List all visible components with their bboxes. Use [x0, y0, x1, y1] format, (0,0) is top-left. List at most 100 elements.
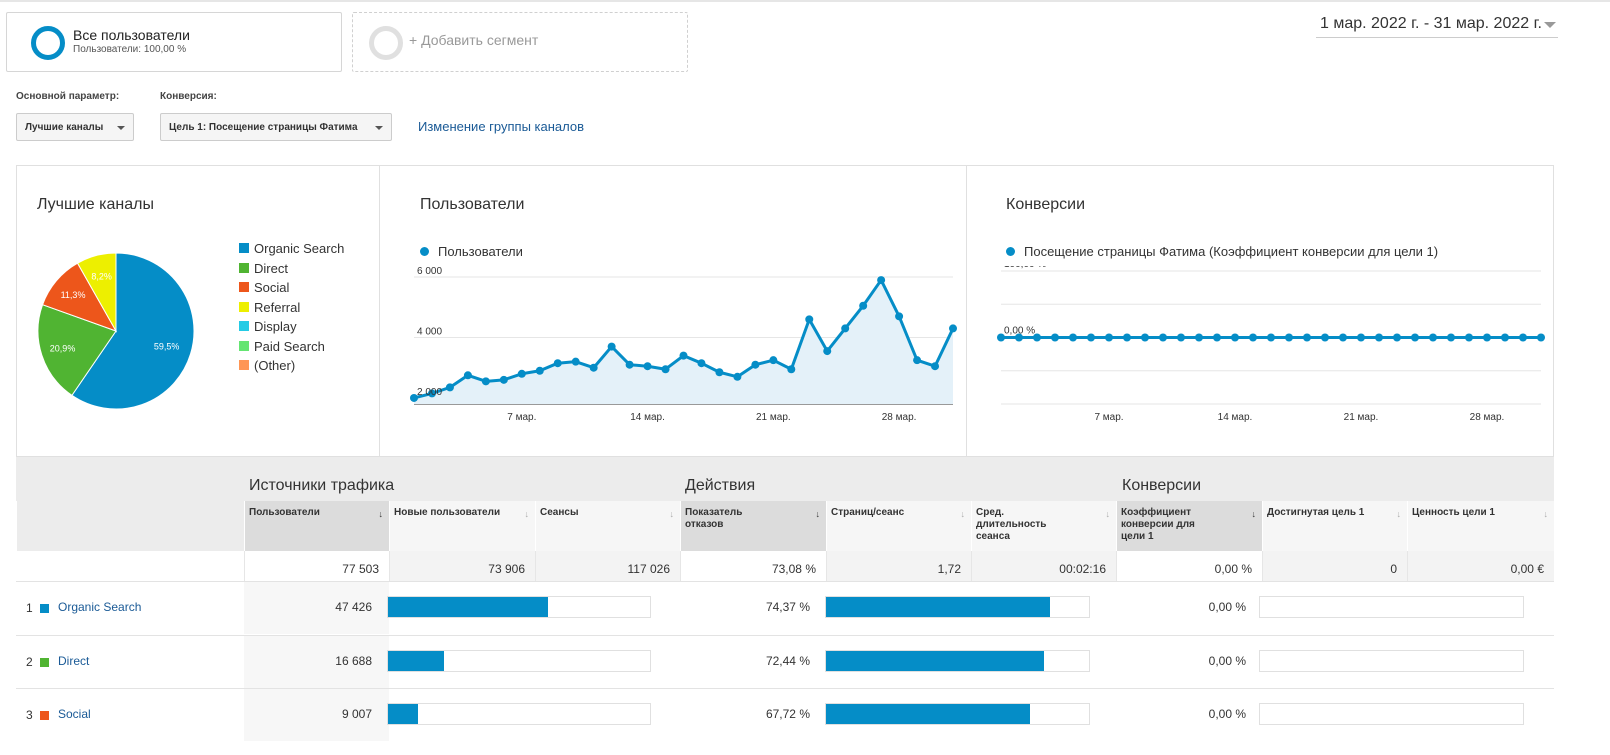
- data-point: [1447, 333, 1455, 342]
- total-bounce-rate: 73,08 %: [680, 551, 826, 581]
- add-segment-ring-icon: [369, 26, 403, 60]
- data-point: [1285, 333, 1293, 342]
- total-users: 77 503: [244, 551, 389, 581]
- legend-label: Direct: [254, 260, 288, 276]
- col-pages-per-session[interactable]: Страниц/сеанс ↓: [826, 501, 971, 551]
- pie-slice: [37, 304, 117, 397]
- data-point: [697, 359, 706, 368]
- data-point: [1015, 333, 1023, 342]
- chevron-down-icon: [117, 126, 125, 130]
- legend-label: Paid Search: [254, 338, 325, 354]
- col-users[interactable]: Пользователи ↓: [244, 501, 389, 551]
- bounce-share-bar: [825, 596, 1090, 618]
- col-goal1-value[interactable]: Ценность цели 1 ↓: [1407, 501, 1554, 551]
- x-tick-label: 21 мар.: [1344, 412, 1379, 423]
- col-new-users[interactable]: Новые пользователи ↓: [389, 501, 535, 551]
- segment-subtitle: Пользователи: 100,00 %: [73, 44, 187, 55]
- series-dot-icon: [420, 247, 429, 256]
- col-users-label: Пользователи: [249, 507, 320, 518]
- conversion-share-bar: [1259, 703, 1524, 725]
- conversion-select[interactable]: Цель 1: Посещение страницы Фатима: [160, 113, 392, 141]
- sort-icon: ↓: [1543, 509, 1549, 519]
- cell-shade: [1116, 635, 1262, 688]
- sort-icon: ↓: [815, 509, 821, 519]
- col-goal1-conversion-rate[interactable]: Коэффициент конверсии для цели 1 ↓: [1116, 501, 1262, 551]
- col-bounce-rate[interactable]: Показатель отказов ↓: [680, 501, 826, 551]
- date-range-picker[interactable]: 1 мар. 2022 г. - 31 мар. 2022 г.: [1316, 8, 1558, 38]
- date-range-text: 1 мар. 2022 г. - 31 мар. 2022 г.: [1320, 15, 1542, 32]
- legend-swatch: [239, 282, 249, 292]
- conversion-share-bar: [1259, 596, 1524, 618]
- conversions-chart-title: Конверсии: [1006, 196, 1086, 213]
- y-tick-label: 6 000: [417, 266, 442, 277]
- channel-link[interactable]: Social: [58, 707, 91, 721]
- segment-all-users[interactable]: Все пользователи Пользователи: 100,00 %: [6, 12, 342, 72]
- data-point: [931, 362, 940, 371]
- x-tick-label: 28 мар.: [1470, 412, 1505, 423]
- data-point: [410, 393, 418, 402]
- table-row[interactable]: 3 Social 9 007 67,72 % 0,00 %: [16, 688, 1554, 741]
- col-avg-session-duration[interactable]: Сред. длительность сеанса ↓: [971, 501, 1116, 551]
- col-avg-session-duration-label: Сред. длительность сеанса: [976, 507, 1047, 542]
- add-segment-label: + Добавить сегмент: [409, 32, 539, 48]
- data-point: [1303, 333, 1311, 342]
- data-point: [733, 372, 742, 381]
- data-point: [607, 342, 616, 351]
- users-share-bar: [387, 596, 651, 618]
- users-share-bar: [387, 703, 651, 725]
- channel-link[interactable]: Direct: [58, 653, 90, 668]
- bounce-share-fill: [826, 597, 1050, 617]
- data-point: [1231, 333, 1239, 342]
- change-channel-group-link[interactable]: Изменение группы каналов: [418, 119, 585, 134]
- users-line-chart: 2 000 4 000 6 000 7 мар. 14 мар. 21 мар. 28 ма…: [410, 266, 957, 423]
- total-sessions: 117 026: [535, 551, 680, 581]
- col-sessions[interactable]: Сеансы ↓: [535, 501, 680, 551]
- cell-shade: [244, 689, 389, 741]
- legend-label: Display: [254, 319, 297, 334]
- group-traffic-sources: Источники трафика: [249, 477, 395, 494]
- add-segment-button[interactable]: + Добавить сегмент: [352, 12, 688, 72]
- channel-color-swatch: [40, 604, 49, 613]
- table-row[interactable]: 2 Direct 16 688 72,44 % 0,00 %: [16, 635, 1554, 688]
- data-point: [517, 369, 526, 378]
- channel-link[interactable]: Organic Search: [58, 600, 142, 614]
- users-share-fill: [388, 650, 444, 671]
- data-point: [1411, 333, 1419, 342]
- pie-slice: [71, 252, 195, 410]
- dimension-header: [16, 501, 244, 551]
- y-tick-label: 100,00 %: [1004, 266, 1046, 270]
- cell-shade: [244, 582, 389, 634]
- row-rank: 3: [26, 708, 33, 722]
- bounce-share-fill: [826, 704, 1030, 724]
- table-header-band: [16, 457, 1554, 501]
- data-point: [787, 365, 796, 374]
- row-divider: [16, 581, 1554, 582]
- data-point: [1483, 333, 1491, 342]
- conversion-value: Цель 1: Посещение страницы Фатима: [169, 122, 358, 133]
- col-goal1-completions[interactable]: Достигнутая цель 1 ↓: [1262, 501, 1407, 551]
- bounce-share-bar: [825, 649, 1090, 672]
- legend-swatch: [239, 262, 249, 273]
- data-point: [553, 359, 562, 368]
- conversion-share-bar: [1259, 649, 1524, 672]
- data-point: [769, 356, 778, 365]
- col-goal1-completions-label: Достигнутая цель 1: [1267, 507, 1365, 518]
- data-point: [1213, 333, 1221, 342]
- panel-divider: [966, 166, 967, 456]
- channels-table: Источники трафика Действия Конверсии Пол…: [16, 457, 1554, 755]
- data-point: [1267, 333, 1275, 342]
- bounce-share-bar: [825, 703, 1090, 725]
- data-point: [481, 377, 490, 386]
- users-chart-title: Пользователи: [420, 196, 525, 213]
- col-goal1-conversion-rate-label: Коэффициент конверсии для цели 1: [1121, 507, 1195, 542]
- data-point: [1141, 333, 1149, 342]
- primary-dimension-value: Лучшие каналы: [25, 122, 104, 133]
- primary-dimension-select[interactable]: Лучшие каналы: [16, 113, 134, 141]
- total-pages-per-session: 1,72: [826, 551, 971, 581]
- data-point: [1519, 333, 1527, 342]
- table-row[interactable]: 1 Organic Search 47 426 74,37 % 0,00 %: [16, 581, 1554, 634]
- sort-icon: ↓: [1251, 509, 1257, 519]
- cell-shade: [680, 689, 826, 741]
- y-tick-label: 2 000: [417, 387, 442, 398]
- data-point: [427, 389, 436, 398]
